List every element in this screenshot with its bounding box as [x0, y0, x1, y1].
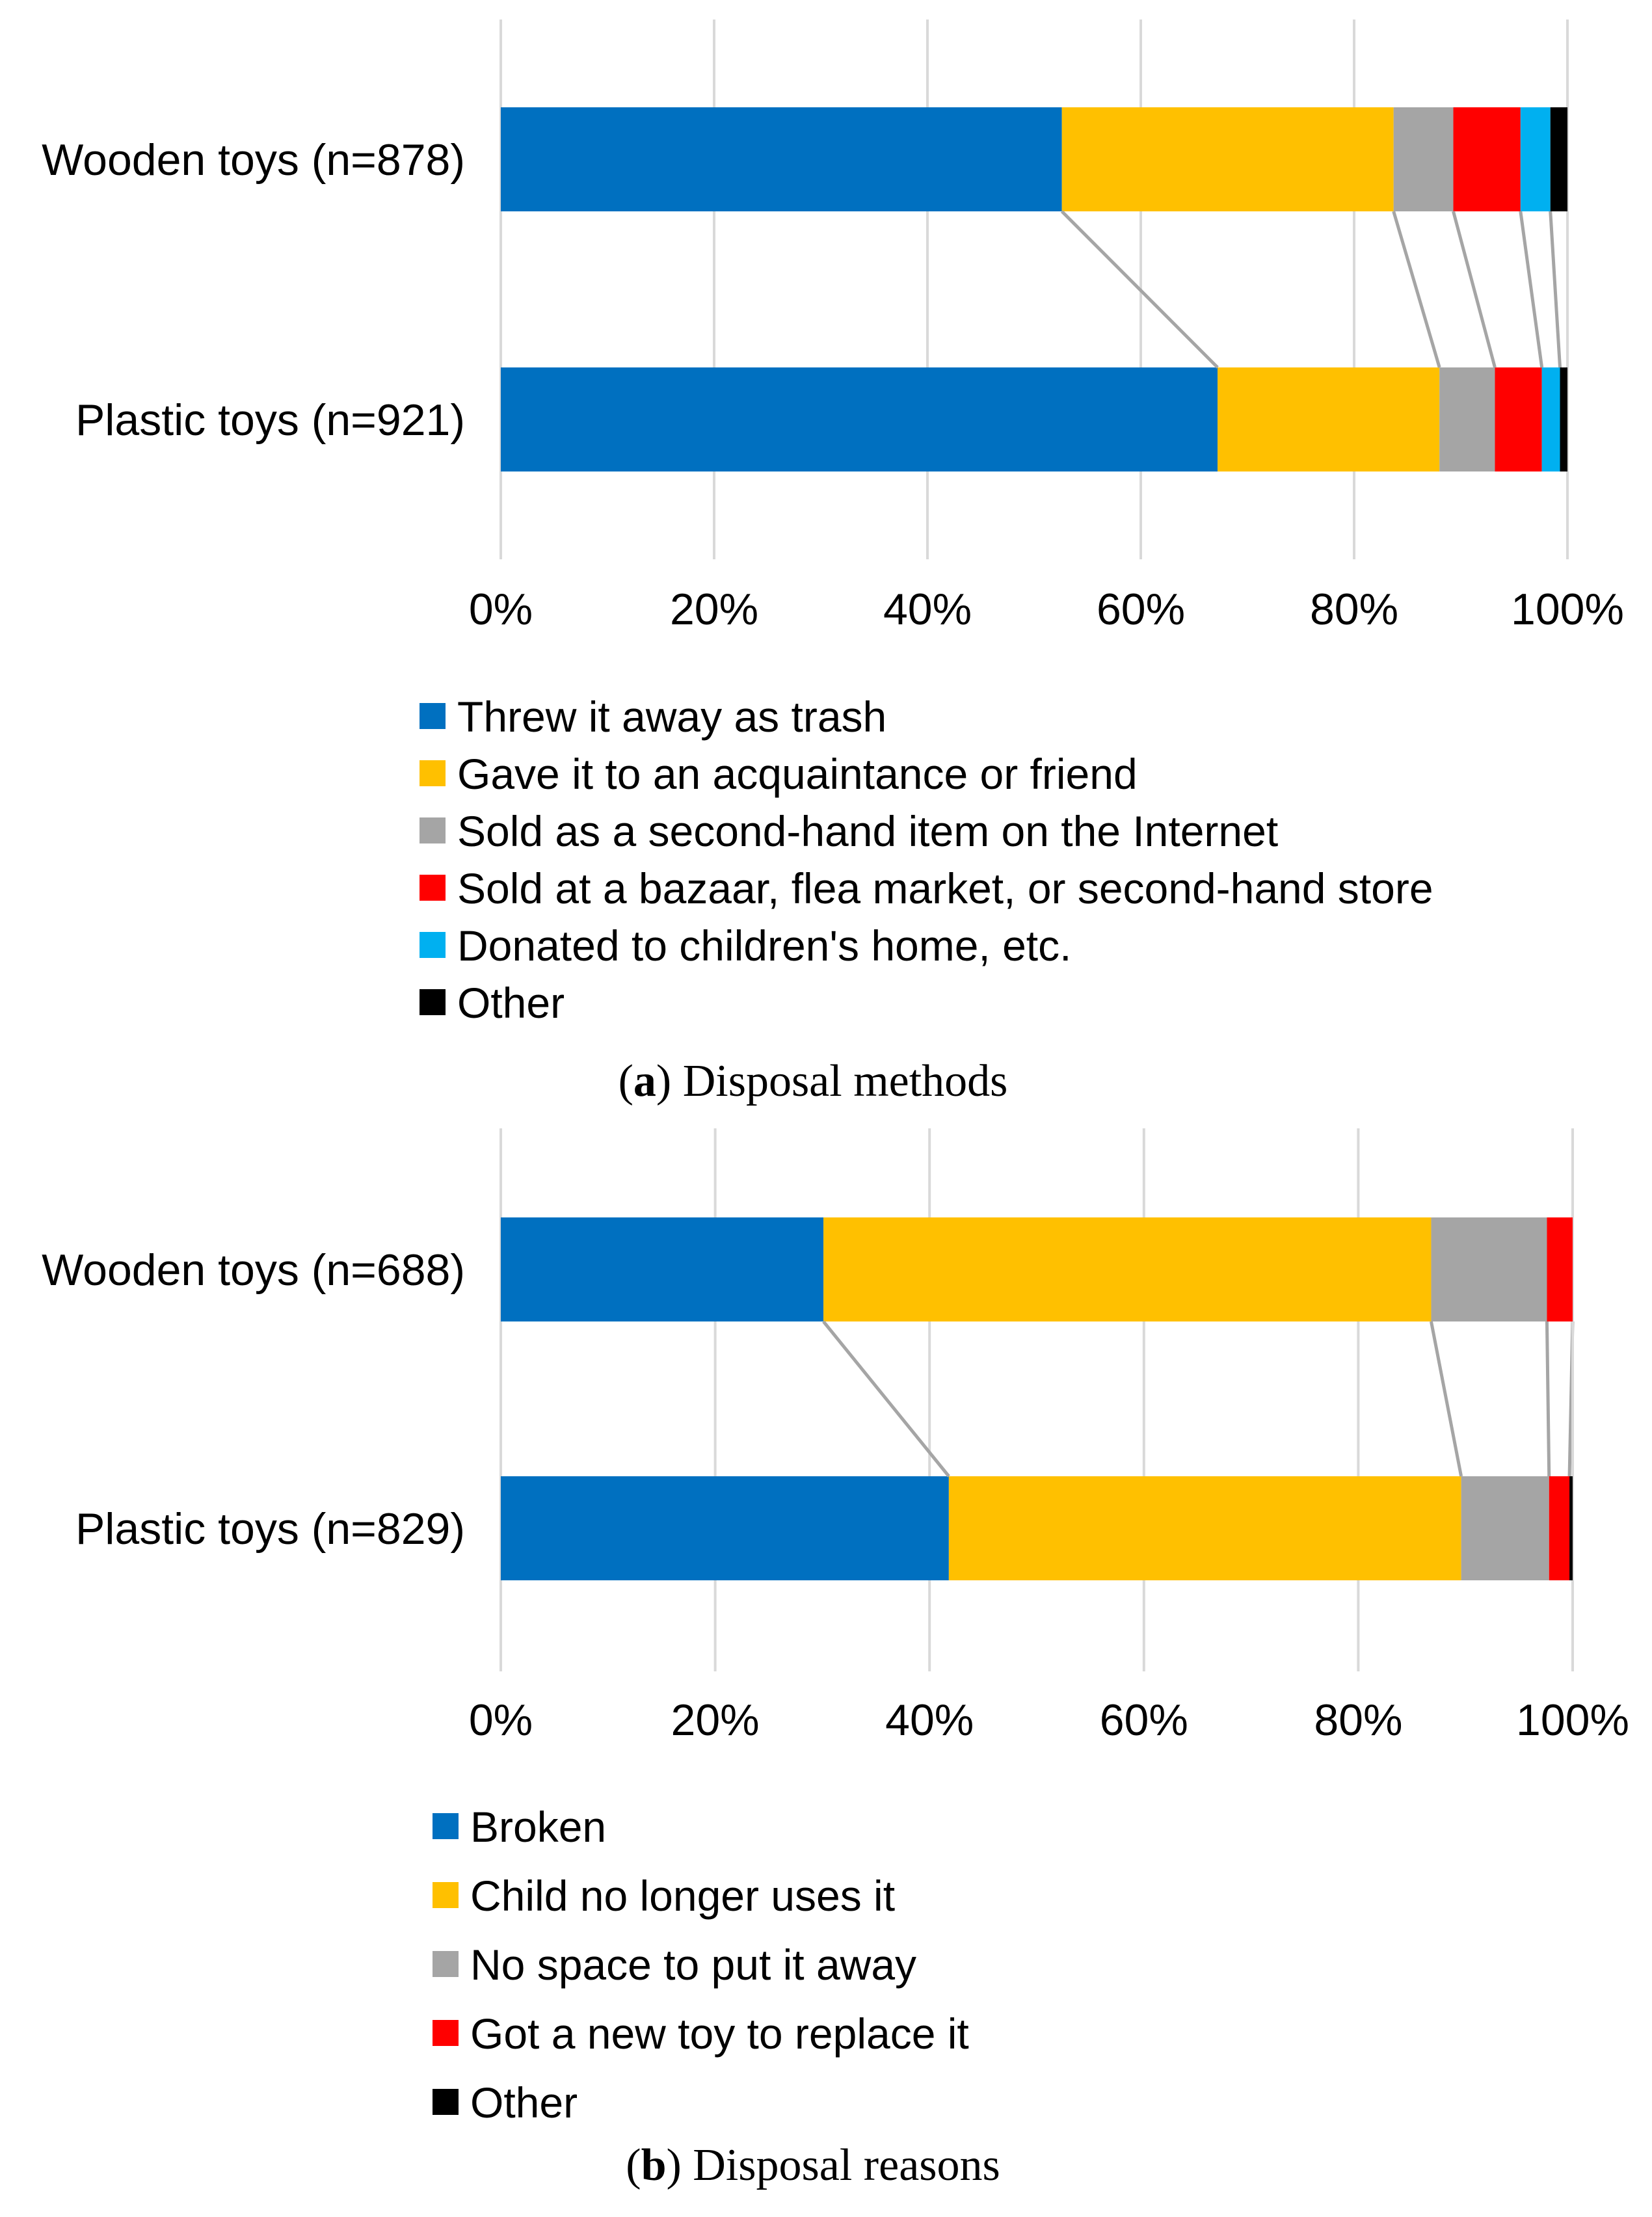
category-label: Plastic toys (n=921): [75, 395, 465, 445]
bar-segment: [1393, 107, 1454, 211]
legend-label: Child no longer uses it: [470, 1872, 895, 1920]
bar-segment: [948, 1476, 1461, 1580]
legend-swatch: [420, 760, 446, 786]
series-connector-line: [1452, 211, 1497, 368]
bar-segment: [1550, 107, 1567, 211]
category-label: Plastic toys (n=829): [75, 1504, 465, 1554]
legend-label: Threw it away as trash: [457, 693, 886, 741]
legend-swatch: [433, 2089, 459, 2115]
series-connector-line: [1060, 210, 1219, 369]
bar-segment: [1218, 367, 1440, 471]
legend-swatch: [420, 989, 446, 1015]
legend-swatch: [420, 875, 446, 901]
caption-text: ) Disposal methods: [656, 1056, 1008, 1106]
legend-swatch: [433, 2020, 459, 2046]
legend-label: Donated to children's home, etc.: [457, 922, 1071, 970]
x-tick-label: 40%: [883, 585, 972, 634]
legend-label: Other: [457, 979, 565, 1027]
x-tick-label: 80%: [1310, 585, 1398, 634]
bar-segment: [1495, 367, 1542, 471]
x-tick-label: 80%: [1314, 1695, 1402, 1745]
x-tick-label: 40%: [885, 1695, 974, 1745]
bar-segment: [823, 1217, 1432, 1321]
legend-label: Gave it to an acquaintance or friend: [457, 750, 1138, 798]
bar-segment: [1541, 367, 1560, 471]
bar-segment: [1453, 107, 1521, 211]
legend-swatch: [433, 1813, 459, 1839]
legend-label: Sold at a bazaar, flea market, or second…: [457, 864, 1433, 912]
legend-label: Got a new toy to replace it: [470, 2010, 969, 2058]
legend-label: Other: [470, 2078, 578, 2127]
figure-caption: (a) Disposal methods: [619, 1056, 1008, 1106]
caption-letter: a: [633, 1056, 656, 1106]
series-connector-line: [822, 1320, 950, 1478]
chart-panel-b: Wooden toys (n=688) Plastic toys (n=829) 0…: [42, 1128, 1629, 2190]
bar-segment: [1547, 1217, 1573, 1321]
bar-segment: [1439, 367, 1495, 471]
legend-swatch: [420, 703, 446, 729]
x-tick-label: 100%: [1516, 1695, 1629, 1745]
bar-segment: [1061, 107, 1394, 211]
caption-text: ) Disposal reasons: [667, 2140, 1000, 2190]
caption-paren-open: (: [619, 1056, 633, 1106]
bar-segment: [1569, 1476, 1573, 1580]
x-tick-label: 60%: [1097, 585, 1185, 634]
legend-label: Broken: [470, 1803, 606, 1851]
legend-swatch: [433, 1951, 459, 1977]
legend-swatch: [420, 932, 446, 958]
x-tick-label: 100%: [1511, 585, 1624, 634]
bar-segment: [1560, 367, 1567, 471]
x-tick-label: 20%: [670, 585, 758, 634]
bar-segment: [1549, 1476, 1570, 1580]
legend-label: Sold as a second-hand item on the Intern…: [457, 807, 1278, 855]
bar-segment: [501, 367, 1218, 471]
category-label: Wooden toys (n=878): [42, 135, 465, 185]
chart-panel-a: Wooden toys (n=878) Plastic toys (n=921) 0…: [42, 20, 1624, 1106]
category-label: Wooden toys (n=688): [42, 1245, 465, 1295]
series-connector-line: [1430, 1321, 1463, 1477]
bar-segment: [501, 107, 1062, 211]
bar-segment: [501, 1217, 824, 1321]
series-connector-line: [1549, 211, 1562, 368]
legend-swatch: [433, 1882, 459, 1908]
bar-segment: [1461, 1476, 1549, 1580]
x-tick-label: 60%: [1100, 1695, 1188, 1745]
x-tick-label: 0%: [469, 585, 533, 634]
x-tick-label: 20%: [671, 1695, 760, 1745]
legend-label: No space to put it away: [470, 1941, 916, 1989]
series-connector-line: [1392, 211, 1441, 368]
caption-paren-open: (: [626, 2140, 641, 2190]
bar-segment: [501, 1476, 949, 1580]
x-tick-label: 0%: [469, 1695, 533, 1745]
legend-swatch: [420, 817, 446, 843]
bar-segment: [1520, 107, 1551, 211]
figure-caption: (b) Disposal reasons: [626, 2140, 1000, 2190]
bar-segment: [1431, 1217, 1547, 1321]
series-connector-line: [1519, 211, 1544, 368]
caption-letter: b: [641, 2140, 667, 2190]
series-connector-line: [1545, 1321, 1551, 1477]
